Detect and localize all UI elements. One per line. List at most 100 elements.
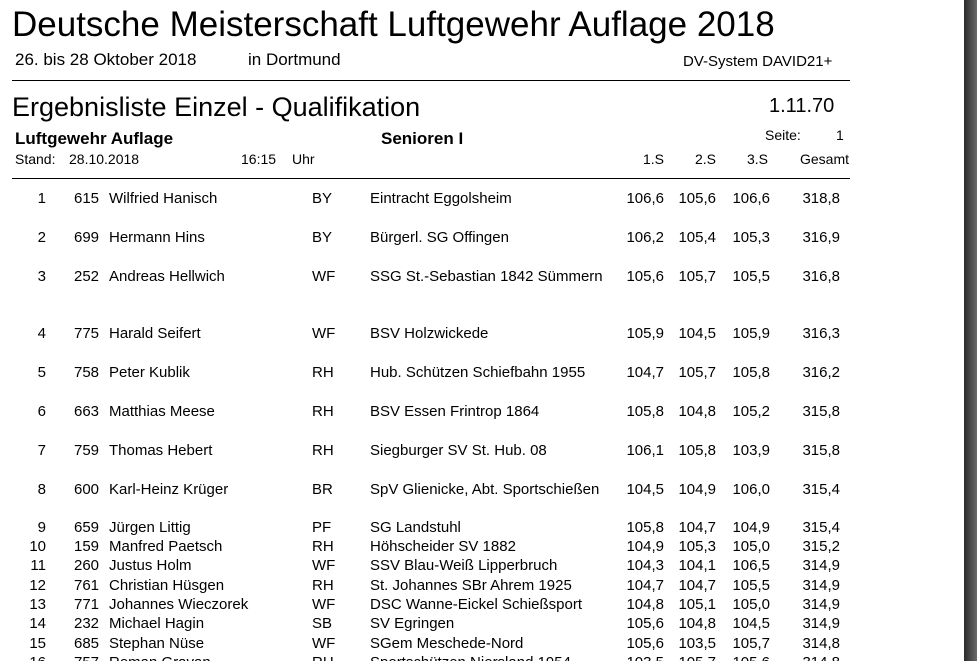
series2-cell: 105,7 bbox=[676, 655, 716, 661]
athlete-name-cell: Roman Gravan bbox=[109, 655, 309, 661]
club-cell: Hub. Schützen Schiefbahn 1955 bbox=[370, 364, 586, 381]
series2-cell: 104,1 bbox=[678, 557, 716, 574]
series2-cell: 105,4 bbox=[678, 229, 716, 246]
club-cell: St. Johannes SBr Ahrem 1925 bbox=[370, 577, 572, 594]
series2-cell: 104,8 bbox=[678, 403, 716, 420]
system-name: DV-System DAVID21+ bbox=[683, 53, 833, 70]
club-cell: SGem Meschede-Nord bbox=[370, 635, 524, 652]
athlete-name-cell: Stephan Nüse bbox=[109, 635, 205, 652]
total-cell: 315,2 bbox=[802, 538, 840, 555]
header-divider bbox=[12, 80, 850, 81]
rank-cell: 1 bbox=[37, 190, 46, 207]
page-label: Seite: bbox=[765, 127, 801, 143]
athlete-name-cell: Peter Kublik bbox=[109, 364, 190, 381]
series1-cell: 103,5 bbox=[624, 655, 664, 661]
start-number-cell: 663 bbox=[74, 403, 100, 420]
version-number: 1.11.70 bbox=[769, 95, 835, 117]
rank-cell: 6 bbox=[37, 403, 46, 420]
club-cell: Sportschützen Niersland 1954 bbox=[370, 655, 625, 661]
series1-cell: 104,7 bbox=[626, 577, 664, 594]
total-cell: 314,8 bbox=[780, 655, 840, 661]
series2-cell: 105,7 bbox=[678, 268, 716, 285]
athlete-name-cell: Jürgen Littig bbox=[109, 519, 191, 536]
rank-cell: 8 bbox=[37, 481, 46, 498]
total-cell: 315,8 bbox=[802, 442, 840, 459]
series3-cell: 105,2 bbox=[732, 403, 770, 420]
rank-cell: 15 bbox=[29, 635, 46, 652]
rank-cell: 12 bbox=[29, 577, 46, 594]
start-number-cell: 757 bbox=[74, 655, 103, 661]
athlete-name-cell: Andreas Hellwich bbox=[109, 268, 225, 285]
rank-cell: 5 bbox=[37, 364, 46, 381]
club-cell: BSV Holzwickede bbox=[370, 325, 489, 342]
start-number-cell: 699 bbox=[74, 229, 100, 246]
start-number-cell: 615 bbox=[74, 190, 100, 207]
column-header-s3: 3.S bbox=[746, 151, 768, 167]
rank-cell: 10 bbox=[29, 538, 46, 555]
state-cell: RH bbox=[312, 538, 334, 555]
total-cell: 314,9 bbox=[802, 557, 840, 574]
total-cell: 316,8 bbox=[802, 268, 840, 285]
athlete-name-cell: Christian Hüsgen bbox=[109, 577, 225, 594]
start-number-cell: 659 bbox=[74, 519, 100, 536]
series2-cell: 105,1 bbox=[678, 596, 716, 613]
series3-cell: 105,0 bbox=[732, 538, 770, 555]
column-header-divider bbox=[12, 178, 850, 179]
series1-cell: 105,6 bbox=[626, 615, 664, 632]
total-cell: 314,8 bbox=[802, 635, 840, 652]
stand-label: Stand: bbox=[15, 151, 56, 167]
series2-cell: 104,8 bbox=[678, 615, 716, 632]
state-cell: RH bbox=[312, 364, 334, 381]
stand-date: 28.10.2018 bbox=[69, 151, 140, 167]
total-cell: 315,4 bbox=[802, 519, 840, 536]
athlete-name-cell: Hermann Hins bbox=[109, 229, 205, 246]
state-cell: WF bbox=[312, 325, 336, 342]
series3-cell: 103,9 bbox=[732, 442, 770, 459]
club-cell: SG Landstuhl bbox=[370, 519, 461, 536]
club-cell: SpV Glienicke, Abt. Sportschießen bbox=[370, 481, 600, 498]
series3-cell: 105,3 bbox=[732, 229, 770, 246]
start-number-cell: 252 bbox=[74, 268, 100, 285]
series1-cell: 104,3 bbox=[626, 557, 664, 574]
rank-cell: 13 bbox=[29, 596, 46, 613]
page-number: 1 bbox=[836, 127, 844, 143]
total-cell: 318,8 bbox=[802, 190, 840, 207]
athlete-name-cell: Matthias Meese bbox=[109, 403, 215, 420]
state-cell: WF bbox=[312, 596, 336, 613]
club-cell: Siegburger SV St. Hub. 08 bbox=[370, 442, 547, 459]
total-cell: 316,9 bbox=[802, 229, 840, 246]
athlete-name-cell: Harald Seifert bbox=[109, 325, 201, 342]
stand-uhr: Uhr bbox=[292, 151, 315, 167]
column-header-total: Gesamt bbox=[799, 151, 849, 167]
series2-cell: 103,5 bbox=[678, 635, 716, 652]
series3-cell: 105,0 bbox=[732, 596, 770, 613]
series3-cell: 106,0 bbox=[732, 481, 770, 498]
series1-cell: 105,9 bbox=[626, 325, 664, 342]
series1-cell: 104,8 bbox=[626, 596, 664, 613]
series3-cell: 106,5 bbox=[732, 557, 770, 574]
rank-cell: 4 bbox=[37, 325, 46, 342]
discipline-label: Luftgewehr Auflage bbox=[15, 129, 174, 148]
club-cell: Bürgerl. SG Offingen bbox=[370, 229, 509, 246]
rank-cell: 3 bbox=[37, 268, 46, 285]
stand-time: 16:15 bbox=[241, 151, 277, 167]
state-cell: WF bbox=[312, 557, 336, 574]
club-cell: BSV Essen Frintrop 1864 bbox=[370, 403, 540, 420]
state-cell: SB bbox=[312, 615, 333, 632]
athlete-name-cell: Karl-Heinz Krüger bbox=[109, 481, 229, 498]
club-cell: DSC Wanne-Eickel Schießsport bbox=[370, 596, 583, 613]
total-cell: 314,9 bbox=[802, 577, 840, 594]
athlete-name-cell: Thomas Hebert bbox=[109, 442, 213, 459]
series3-cell: 105,5 bbox=[732, 577, 770, 594]
state-cell: BY bbox=[312, 190, 333, 207]
series1-cell: 104,9 bbox=[626, 538, 664, 555]
club-cell: Höhscheider SV 1882 bbox=[370, 538, 516, 555]
state-cell: BR bbox=[312, 481, 333, 498]
series1-cell: 104,5 bbox=[626, 481, 664, 498]
series1-cell: 105,8 bbox=[626, 403, 664, 420]
total-cell: 316,3 bbox=[802, 325, 840, 342]
rank-cell: 16 bbox=[28, 655, 46, 661]
column-header-s2: 2.S bbox=[694, 151, 716, 167]
series3-cell: 105,6 bbox=[728, 655, 770, 661]
